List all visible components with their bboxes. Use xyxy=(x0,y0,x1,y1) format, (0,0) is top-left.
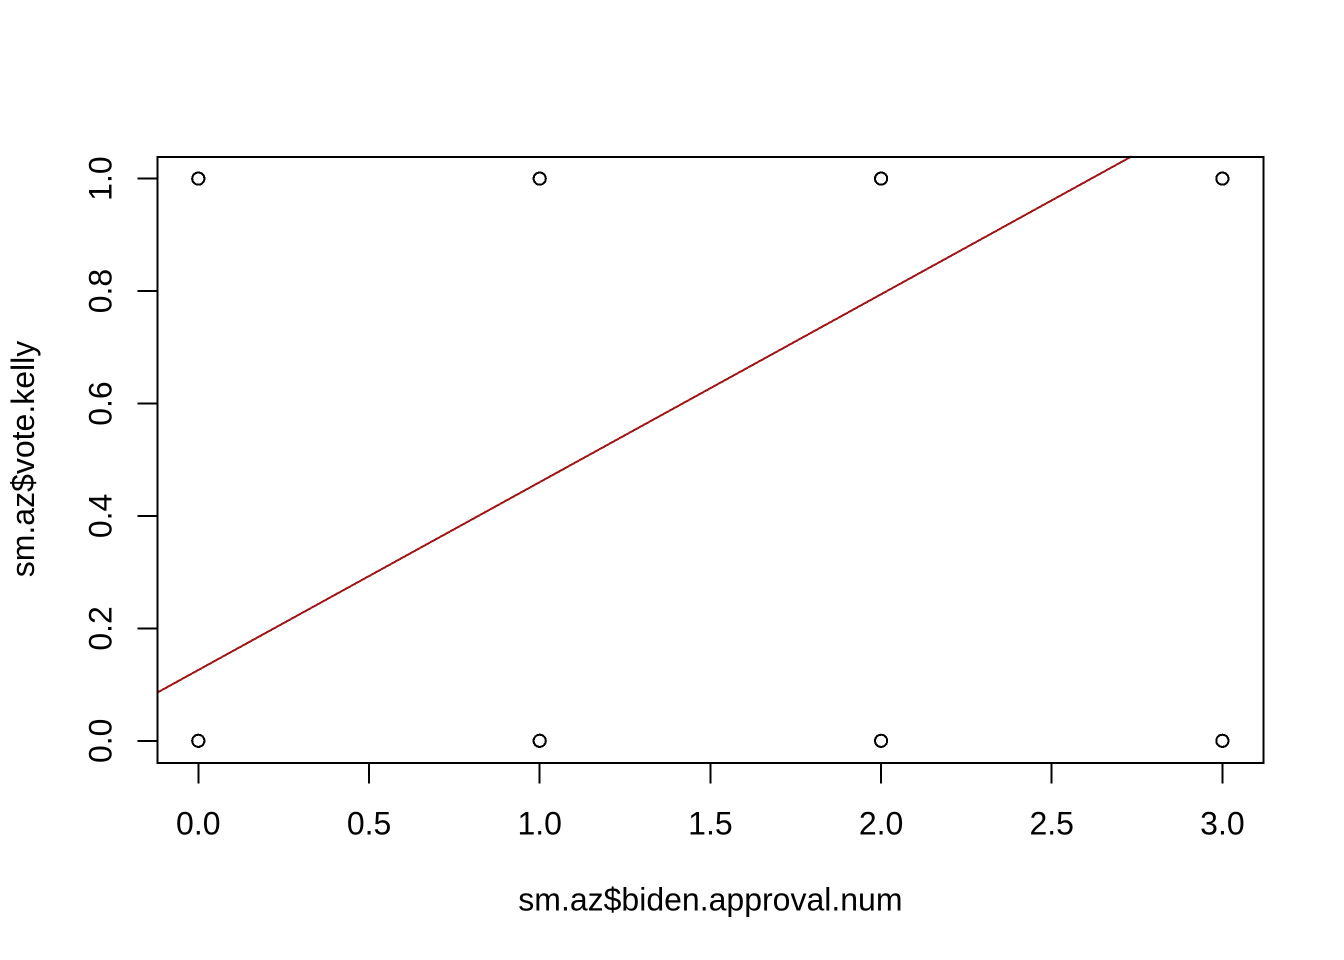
svg-text:3.0: 3.0 xyxy=(1200,806,1244,842)
svg-text:0.8: 0.8 xyxy=(83,269,119,313)
svg-text:0.0: 0.0 xyxy=(83,719,119,763)
svg-text:0.2: 0.2 xyxy=(83,606,119,650)
svg-text:1.0: 1.0 xyxy=(83,156,119,200)
svg-text:1.5: 1.5 xyxy=(688,806,732,842)
svg-text:0.0: 0.0 xyxy=(176,806,220,842)
svg-text:2.5: 2.5 xyxy=(1029,806,1073,842)
svg-text:2.0: 2.0 xyxy=(859,806,903,842)
svg-text:0.5: 0.5 xyxy=(347,806,391,842)
svg-text:sm.az$vote.kelly: sm.az$vote.kelly xyxy=(5,341,41,578)
svg-text:0.4: 0.4 xyxy=(83,494,119,538)
svg-text:1.0: 1.0 xyxy=(517,806,561,842)
svg-text:sm.az$biden.approval.num: sm.az$biden.approval.num xyxy=(518,882,902,918)
svg-text:0.6: 0.6 xyxy=(83,381,119,425)
